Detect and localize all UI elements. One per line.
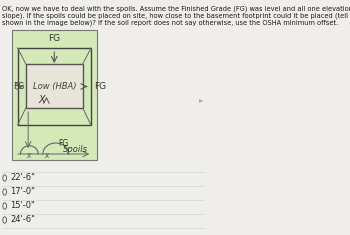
Text: X: X (38, 95, 45, 105)
Bar (18, 48, 91, 125)
Text: OK, now we have to deal with the spoils. Assume the Finished Grade (FG) was leve: OK, now we have to deal with the spoils.… (2, 5, 350, 12)
Text: x: x (45, 151, 49, 160)
Text: ▸: ▸ (199, 95, 204, 105)
Text: shown in the image below)? If the soil report does not say otherwise, use the OS: shown in the image below)? If the soil r… (2, 19, 338, 26)
Text: 17'-0": 17'-0" (10, 188, 35, 196)
Text: 22'-6": 22'-6" (10, 173, 35, 183)
Text: FG: FG (94, 82, 107, 91)
Bar (12, 30, 97, 160)
Text: Spoils: Spoils (63, 145, 89, 154)
Text: Low (HBA): Low (HBA) (33, 82, 76, 90)
Text: 15'-0": 15'-0" (10, 201, 35, 211)
Text: FG: FG (48, 34, 60, 43)
Bar (26, 64, 83, 108)
Text: FG: FG (13, 82, 24, 91)
Text: slope). If the spoils could be placed on site, how close to the basement footpri: slope). If the spoils could be placed on… (2, 12, 350, 19)
Text: 24'-6": 24'-6" (10, 215, 35, 224)
Text: FG: FG (59, 140, 69, 149)
Text: x: x (26, 151, 30, 160)
